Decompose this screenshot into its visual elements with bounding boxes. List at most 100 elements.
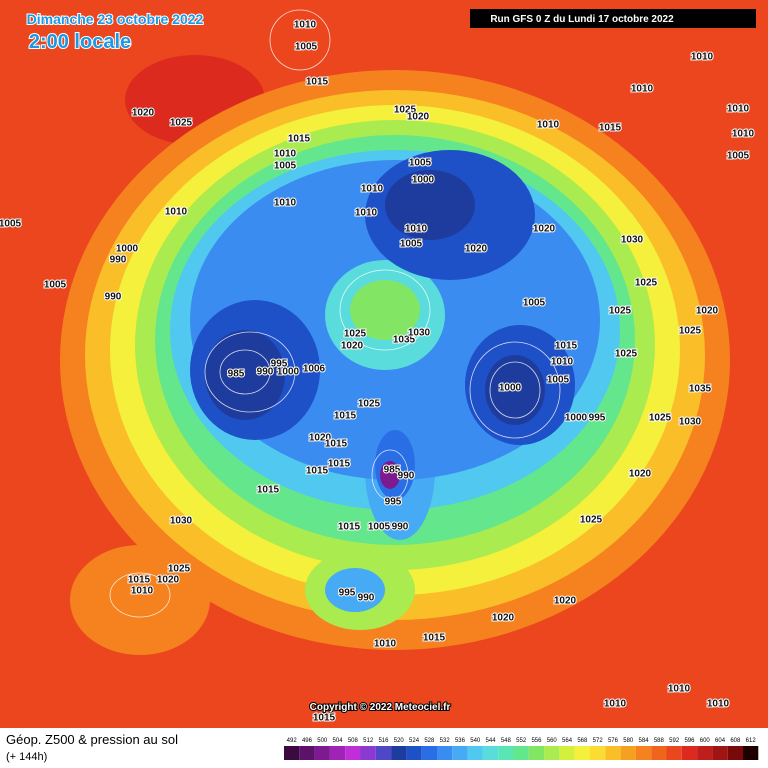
isobar-label: 1025 xyxy=(649,413,672,424)
legend-lead: (+ 144h) xyxy=(6,751,47,763)
colorbar-swatch xyxy=(437,746,453,760)
isobar-label: 1010 xyxy=(537,120,560,131)
isobar-label: 1010 xyxy=(604,699,627,710)
isobar-label: 990 xyxy=(110,255,127,266)
isobar-label: 1005 xyxy=(727,151,750,162)
field xyxy=(350,280,420,340)
isobar-label: 1015 xyxy=(328,459,351,470)
isobar-label: 1025 xyxy=(679,326,702,337)
colorbar-label: 580 xyxy=(623,738,634,744)
isobar-label: 1020 xyxy=(492,613,515,624)
colorbar-swatch xyxy=(314,746,330,760)
colorbar-label: 528 xyxy=(424,738,435,744)
colorbar-label: 496 xyxy=(302,738,313,744)
isobar-label: 1010 xyxy=(361,184,384,195)
isobar xyxy=(219,349,271,395)
isobar-label: 1010 xyxy=(355,208,378,219)
colorbar-swatch xyxy=(329,746,346,760)
isobar-label: 990 xyxy=(392,522,409,533)
isobar-label: 1015 xyxy=(128,575,151,586)
isobars xyxy=(109,9,561,618)
colorbar-label: 576 xyxy=(608,738,619,744)
geopotential-field xyxy=(60,55,730,655)
isobar-label: 1010 xyxy=(727,104,750,115)
isobar-label: 1020 xyxy=(533,224,556,235)
isobar-label: 1000 xyxy=(565,413,588,424)
isobar-label: 1015 xyxy=(338,522,361,533)
isobar-label: 1005 xyxy=(0,219,22,230)
colorbar-label: 592 xyxy=(669,738,680,744)
colorbar-label: 524 xyxy=(409,738,420,744)
isobar-label: 995 xyxy=(271,359,288,370)
isobar-label: 1000 xyxy=(277,367,300,378)
isobar-label: 1010 xyxy=(732,129,755,140)
colorbar-swatch xyxy=(727,746,743,760)
isobar-label: 1005 xyxy=(295,42,318,53)
isobar-label: 1025 xyxy=(609,306,632,317)
colorbar-label: 552 xyxy=(516,738,527,744)
copyright: Copyright © 2022 Meteociel.fr xyxy=(310,702,451,713)
colorbar-swatch xyxy=(620,746,636,760)
isobar-label: 1025 xyxy=(358,399,381,410)
isobar-label: 1010 xyxy=(707,699,730,710)
isobar-label: 1020 xyxy=(696,306,719,317)
run-info: Run GFS 0 Z du Lundi 17 octobre 2022 xyxy=(490,14,674,25)
isobar-label: 1015 xyxy=(306,77,329,88)
colorbar-label: 520 xyxy=(394,738,405,744)
isobar-label: 1025 xyxy=(168,564,191,575)
colorbar-label: 584 xyxy=(639,738,650,744)
colorbar-swatch xyxy=(467,746,483,760)
isobar-label: 1005 xyxy=(274,161,297,172)
isobar-label: 1035 xyxy=(689,384,712,395)
subtitle: 2:00 locale xyxy=(29,31,131,53)
isobar-label: 1010 xyxy=(405,224,428,235)
colorbar-label: 608 xyxy=(730,738,741,744)
isobar-label: 1025 xyxy=(170,118,193,129)
isobar-label: 1015 xyxy=(306,466,329,477)
colorbar-swatch xyxy=(528,746,545,760)
isobar xyxy=(469,341,561,439)
isobar-label: 1025 xyxy=(344,329,367,340)
isobar xyxy=(339,269,431,351)
isobar-label: 1015 xyxy=(325,439,348,450)
colorbar-swatch xyxy=(605,746,621,760)
isobar-label: 990 xyxy=(358,593,375,604)
isobar-label: 1020 xyxy=(132,108,155,119)
isobar-label: 1020 xyxy=(309,433,332,444)
isobar-label: 1020 xyxy=(554,596,577,607)
run-box xyxy=(470,9,756,28)
colorbar-swatch xyxy=(284,746,300,760)
colorbar-label: 596 xyxy=(684,738,695,744)
isobar-label: 995 xyxy=(339,588,356,599)
colorbar-swatch xyxy=(299,746,315,760)
colorbar-label: 516 xyxy=(378,738,389,744)
isobar-label: 1020 xyxy=(341,341,364,352)
colorbar-label: 536 xyxy=(455,738,466,744)
colorbar-label: 500 xyxy=(317,738,328,744)
isobar-label: 1020 xyxy=(465,244,488,255)
colorbar-label: 548 xyxy=(501,738,512,744)
isobar-label: 1010 xyxy=(551,357,574,368)
isobar-label: 1015 xyxy=(555,341,578,352)
isobar-label: 1005 xyxy=(368,522,391,533)
isobar-label: 1005 xyxy=(547,375,570,386)
isobar-label: 1010 xyxy=(294,20,317,31)
isobar-label: 1025 xyxy=(615,349,638,360)
colorbar-label: 544 xyxy=(486,738,497,744)
isobar-label: 1005 xyxy=(523,298,546,309)
isobar-label: 1005 xyxy=(400,239,423,250)
colorbar-label: 572 xyxy=(593,738,604,744)
isobar-label: 1006 xyxy=(303,364,326,375)
colorbar-label: 612 xyxy=(746,738,757,744)
isobar-label: 1030 xyxy=(408,328,431,339)
colorbar-swatch xyxy=(651,746,667,760)
colorbar-swatch xyxy=(391,746,407,760)
isobar-label: 985 xyxy=(228,369,245,380)
isobar xyxy=(371,449,409,501)
isobar-label: 1010 xyxy=(691,52,714,63)
isobar-label: 1015 xyxy=(423,633,446,644)
colorbar-swatch xyxy=(498,746,514,760)
isobar-label: 1030 xyxy=(170,516,193,527)
